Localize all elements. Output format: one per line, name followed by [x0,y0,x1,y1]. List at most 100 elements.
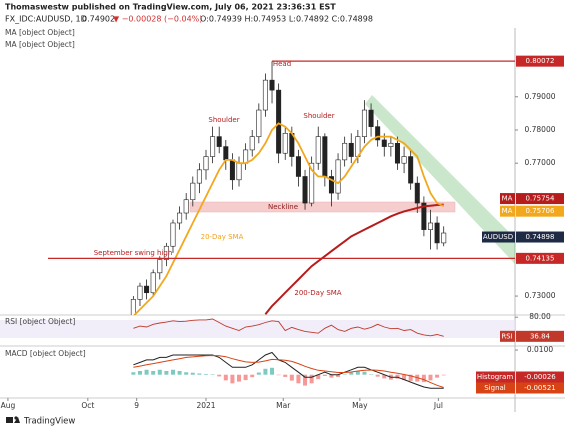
tag-value: 0.75706 [526,207,555,215]
candle-body [177,212,183,224]
series-line [133,351,444,389]
candle-body [322,136,328,177]
histogram-bar [441,374,446,376]
tag-value: 0.74135 [526,254,555,262]
histogram-bar [223,374,228,381]
pane-title: MACD [object Object] [5,349,86,358]
candle-body [223,146,229,161]
rsi-band [0,320,515,338]
candle-body [408,156,414,184]
histogram-bar [256,372,261,375]
candle-body [441,232,447,244]
candle-body [229,159,235,181]
histogram-bar [177,371,182,375]
histogram-bar [362,371,367,375]
histogram-bar [210,374,215,375]
histogram-bar [402,374,407,380]
candle-body [183,199,189,214]
histogram-bar [375,374,380,377]
histogram-bar [217,374,222,377]
tag-name-box [476,371,515,383]
series-line [133,318,444,337]
x-tick-label: Aug [1,401,16,410]
histogram-bar [355,371,360,375]
histogram-bar [250,374,255,378]
pane-title: RSI [object Object] [5,317,75,326]
tag-value: -0.00026 [524,373,556,381]
candle-body [302,176,308,204]
tag-value: 36.84 [530,332,551,340]
candle-body [381,139,387,147]
histogram-bar [157,369,162,375]
annotation: Shoulder [303,112,334,120]
legend-entry: MA [object Object] [5,40,75,49]
brand: TradingView [23,417,75,427]
histogram-bar [144,369,149,375]
x-tick-label: 2021 [196,401,215,410]
tag-name-box [476,382,515,394]
histogram-bar [190,372,195,375]
histogram-bar [243,374,248,381]
candle-body [203,156,209,171]
logo [6,416,20,423]
candle-body [157,259,163,274]
x-tick-label: Oct [81,401,94,410]
y-tick-label: 0.78000 [524,125,555,134]
price-change: ▼ −0.00028 (−0.04%) [113,15,202,24]
histogram-bar [204,373,208,375]
candle-body [421,202,427,230]
ohlc: O:0.74939 H:0.74953 L:0.74892 C:0.74898 [200,15,373,24]
candle-body [236,162,242,181]
tag-value: 0.80072 [526,57,555,65]
histogram-bar [270,367,275,375]
x-tick-label: 9 [134,401,139,410]
tag-name-box [482,231,515,243]
histogram-bar [421,374,426,383]
tag-box [516,252,564,264]
candle-body [315,136,321,164]
histogram-bar [435,374,440,378]
annotation: September swing high [94,249,173,257]
annotation: Neckline [268,203,298,211]
tag-box [516,55,564,67]
candle-body [394,142,400,164]
tag-value: -0.00521 [524,384,555,392]
tag-box [516,231,564,243]
candle-body [328,176,334,194]
candle-body [375,126,381,141]
trend-channel [365,95,515,264]
histogram-bar [408,374,413,381]
tag-name-box [500,193,515,205]
tag-value: 0.75754 [526,195,555,203]
annotation: 200-Day SMA [294,289,341,297]
candle-body [262,79,268,111]
candle-body [130,299,136,315]
y-tick-label: 80.00 [529,312,551,321]
histogram-bar [289,374,294,381]
histogram-bar [283,374,288,377]
tag-value: 0.74898 [526,233,555,241]
histogram-bar [170,369,175,375]
y-tick-label: 0.77000 [524,158,555,167]
series-line [133,354,444,388]
tag-name: AUDUSD [483,233,513,241]
candle-body [434,222,440,244]
legend-entry: MA [object Object] [5,28,75,37]
tag-box [516,371,564,383]
candle-body [335,159,341,194]
tag-name: Signal [484,384,506,392]
histogram-bar [184,372,189,375]
candle-body [282,132,288,154]
histogram-bar [164,371,169,375]
histogram-bar [382,374,387,379]
histogram-bar [276,374,281,376]
histogram-bar [329,374,334,378]
histogram-bar [137,371,142,375]
annotation: Shoulder [208,116,239,124]
histogram-bar [342,374,347,375]
candle-body [137,285,143,300]
candle-body [190,182,196,201]
tag-box [516,193,564,205]
